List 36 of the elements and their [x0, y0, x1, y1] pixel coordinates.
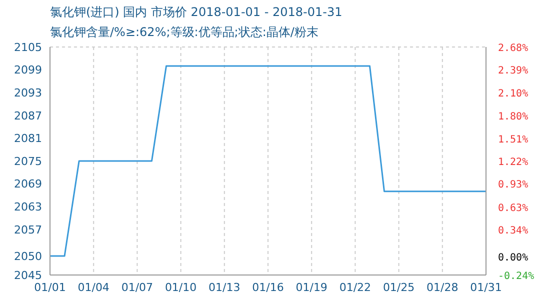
x-tick-label: 01/07 — [121, 280, 154, 294]
y2-tick-label: 0.93% — [498, 180, 528, 191]
y2-tick-label: 2.10% — [498, 88, 528, 100]
x-tick-label: 01/28 — [426, 280, 458, 294]
line-series — [50, 65, 486, 257]
x-tick-label: 01/13 — [208, 280, 240, 294]
x-tick-label: 01/31 — [470, 280, 502, 294]
y-tick-label: 2045 — [14, 268, 42, 282]
x-tick-label: 01/25 — [382, 280, 415, 294]
y2-tick-label: -0.24% — [498, 271, 534, 282]
x-tick-label: 01/04 — [78, 280, 110, 294]
y2-tick-label: 1.80% — [498, 112, 528, 123]
y-tick-label: 2063 — [14, 200, 42, 214]
y2-tick-label: 1.22% — [498, 157, 528, 168]
y-tick-label: 2081 — [14, 132, 42, 146]
x-tick-label: 01/16 — [252, 280, 284, 294]
x-tick-label: 01/10 — [164, 280, 197, 294]
x-tick-label: 01/22 — [339, 280, 372, 294]
y-tick-label: 2093 — [14, 86, 42, 100]
y-tick-label: 2057 — [14, 223, 42, 236]
y2-tick-label: 2.68% — [498, 43, 528, 54]
y2-tick-label: 1.51% — [498, 134, 528, 146]
x-tick-label: 01/19 — [296, 280, 328, 294]
y-tick-label: 2087 — [14, 109, 42, 122]
y-tick-label: 2069 — [14, 178, 42, 191]
y-tick-label: 2050 — [14, 250, 42, 263]
x-tick-label: 01/01 — [34, 280, 66, 294]
y-tick-label: 2099 — [14, 64, 42, 77]
y2-tick-label: 0.63% — [498, 203, 528, 214]
y2-tick-label: 0.34% — [498, 226, 528, 237]
y2-tick-label: 2.39% — [498, 66, 528, 77]
y2-tick-label: 0.00% — [498, 252, 528, 264]
chart-title: 氯化钾(进口) 国内 市场价 2018-01-01 - 2018-01-31 — [50, 4, 342, 21]
chart-subtitle: 氯化钾含量/%≥:62%;等级:优等品;状态:晶体/粉末 — [50, 24, 318, 41]
y-tick-label: 2075 — [14, 154, 42, 168]
y-tick-label: 2105 — [14, 40, 42, 54]
